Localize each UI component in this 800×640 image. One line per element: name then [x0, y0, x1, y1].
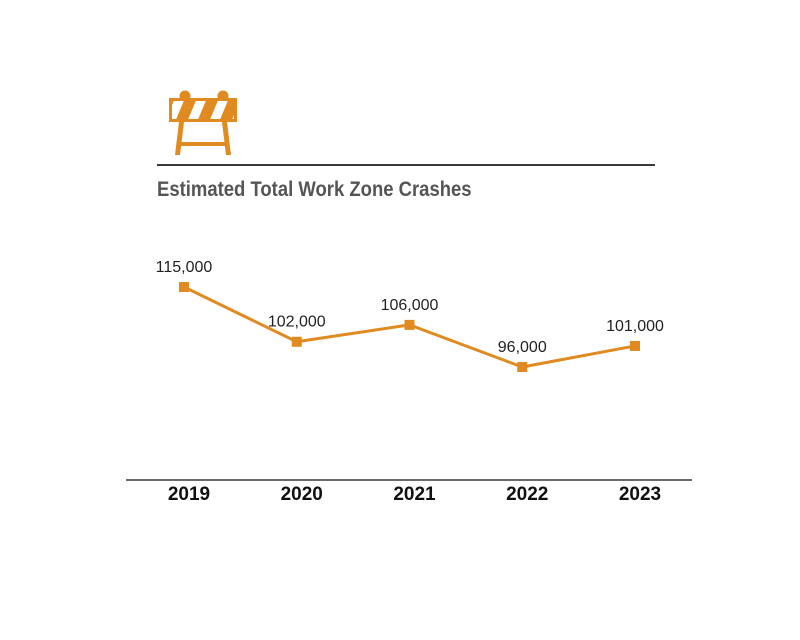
x-tick-label-2023: 2023 — [619, 484, 661, 505]
data-label-2022: 96,000 — [498, 339, 547, 356]
x-tick-label-2020: 2020 — [281, 484, 323, 505]
x-tick-label-2021: 2021 — [393, 484, 436, 505]
data-point-2020 — [291, 336, 302, 347]
data-label-2023: 101,000 — [606, 318, 664, 335]
x-tick-label-2022: 2022 — [506, 484, 548, 505]
chart-title: Estimated Total Work Zone Crashes — [157, 178, 472, 201]
data-point-2022 — [517, 362, 528, 372]
data-label-2021: 106,000 — [381, 297, 439, 314]
road-barricade-icon — [169, 90, 237, 155]
x-tick-label-2019: 2019 — [168, 484, 210, 505]
data-label-2019: 115,000 — [156, 259, 213, 276]
data-point-2019 — [179, 282, 189, 292]
data-label-2020: 102,000 — [268, 314, 326, 331]
data-point-2021 — [404, 319, 415, 330]
data-point-2023 — [630, 340, 640, 351]
header-divider — [157, 164, 655, 166]
